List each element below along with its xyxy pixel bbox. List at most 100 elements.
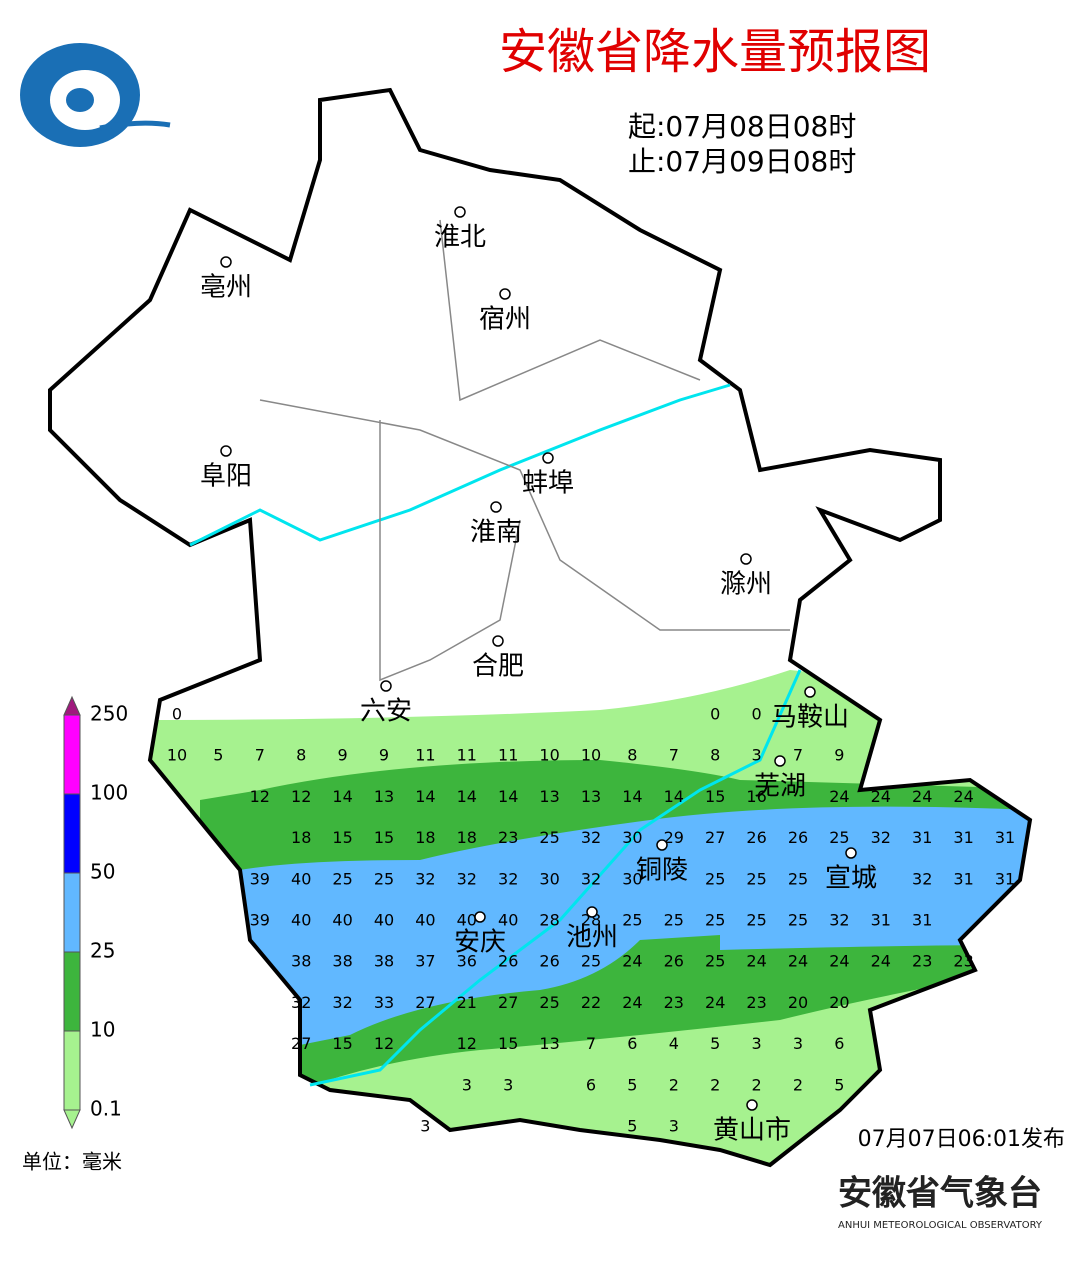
city-name: 芜湖	[754, 772, 806, 802]
precip-value: 38	[374, 952, 394, 971]
city-name: 宣城	[825, 864, 877, 894]
precip-value: 7	[793, 746, 803, 765]
precip-value: 14	[664, 787, 684, 806]
precip-value: 18	[415, 828, 435, 847]
precip-value: 3	[793, 1034, 803, 1053]
precip-value: 38	[291, 952, 311, 971]
precip-value: 26	[539, 952, 559, 971]
city-marker	[490, 501, 502, 513]
end-time: 止:07月09日08时	[628, 145, 856, 178]
precip-value: 24	[912, 787, 932, 806]
precip-value: 31	[995, 828, 1015, 847]
precip-value: 8	[627, 746, 637, 765]
precip-value: 12	[250, 787, 270, 806]
precip-value: 40	[415, 911, 435, 930]
precip-value: 3	[503, 1075, 513, 1094]
precip-value: 10	[539, 746, 559, 765]
legend-arrow	[63, 1109, 81, 1130]
precip-value: 23	[664, 993, 684, 1012]
precip-value: 26	[746, 828, 766, 847]
precip-value: 6	[627, 1034, 637, 1053]
precip-value: 40	[498, 911, 518, 930]
precip-value: 39	[250, 869, 270, 888]
city-name: 池州	[566, 923, 618, 953]
precip-value: 24	[829, 952, 849, 971]
precip-value: 32	[457, 869, 477, 888]
precip-value: 40	[332, 911, 352, 930]
precip-value: 4	[669, 1034, 679, 1053]
precip-value: 40	[457, 911, 477, 930]
precip-value: 15	[498, 1034, 518, 1053]
legend-label: 0.1	[90, 1097, 122, 1121]
precip-value: 2	[669, 1075, 679, 1094]
city-name: 安庆	[454, 928, 506, 958]
city-marker	[774, 755, 786, 767]
precip-value: 2	[752, 1075, 762, 1094]
precip-value: 26	[664, 952, 684, 971]
precip-value: 12	[291, 787, 311, 806]
precip-value: 27	[291, 1034, 311, 1053]
precip-value: 25	[705, 952, 725, 971]
precip-value: 3	[669, 1117, 679, 1136]
legend-arrow	[63, 695, 81, 716]
precip-value: 40	[291, 911, 311, 930]
precip-value: 25	[539, 828, 559, 847]
city-marker	[220, 256, 232, 268]
precip-value: 31	[871, 911, 891, 930]
precip-value: 32	[415, 869, 435, 888]
precip-value: 10	[167, 746, 187, 765]
precip-value: 30	[539, 869, 559, 888]
precip-value: 40	[374, 911, 394, 930]
precip-value: 22	[581, 993, 601, 1012]
precip-value: 24	[953, 787, 973, 806]
precip-value: 24	[871, 952, 891, 971]
precip-value: 20	[788, 993, 808, 1012]
legend-label: 25	[90, 939, 115, 963]
precip-value: 5	[213, 746, 223, 765]
precip-value: 2	[710, 1075, 720, 1094]
precip-value: 39	[250, 911, 270, 930]
precip-value: 23	[953, 952, 973, 971]
precip-value: 24	[622, 993, 642, 1012]
precip-value: 23	[912, 952, 932, 971]
legend-label: 10	[90, 1018, 115, 1042]
precip-value: 2	[793, 1075, 803, 1094]
precip-value: 31	[912, 828, 932, 847]
precip-value: 31	[953, 869, 973, 888]
legend-label: 100	[90, 781, 128, 805]
precip-value: 13	[581, 787, 601, 806]
precip-value: 8	[296, 746, 306, 765]
precip-value: 28	[539, 911, 559, 930]
city-name: 黄山市	[713, 1116, 791, 1146]
precip-value: 18	[291, 828, 311, 847]
precip-value: 26	[498, 952, 518, 971]
city-name: 六安	[360, 697, 412, 727]
precip-value: 29	[664, 828, 684, 847]
precip-value: 25	[788, 911, 808, 930]
legend-swatch	[63, 793, 81, 874]
city-name: 阜阳	[200, 462, 252, 492]
legend-swatch	[63, 872, 81, 953]
precip-value: 5	[710, 1034, 720, 1053]
precip-value: 25	[829, 828, 849, 847]
city-marker	[740, 553, 752, 565]
precip-value: 32	[581, 869, 601, 888]
city-name: 马鞍山	[771, 703, 849, 733]
precip-value: 13	[539, 1034, 559, 1053]
precip-value: 32	[581, 828, 601, 847]
precip-value: 5	[627, 1075, 637, 1094]
precip-value: 9	[834, 746, 844, 765]
precip-value: 3	[420, 1117, 430, 1136]
precip-value: 15	[332, 828, 352, 847]
city-name: 淮北	[434, 223, 486, 253]
legend-swatch	[63, 1030, 81, 1111]
precip-value: 8	[710, 746, 720, 765]
city-marker	[804, 686, 816, 698]
precip-value: 32	[332, 993, 352, 1012]
precip-value: 31	[995, 869, 1015, 888]
city-marker	[845, 847, 857, 859]
map-title: 安徽省降水量预报图	[499, 24, 931, 80]
city-name: 滁州	[720, 570, 772, 600]
precip-value: 25	[746, 911, 766, 930]
